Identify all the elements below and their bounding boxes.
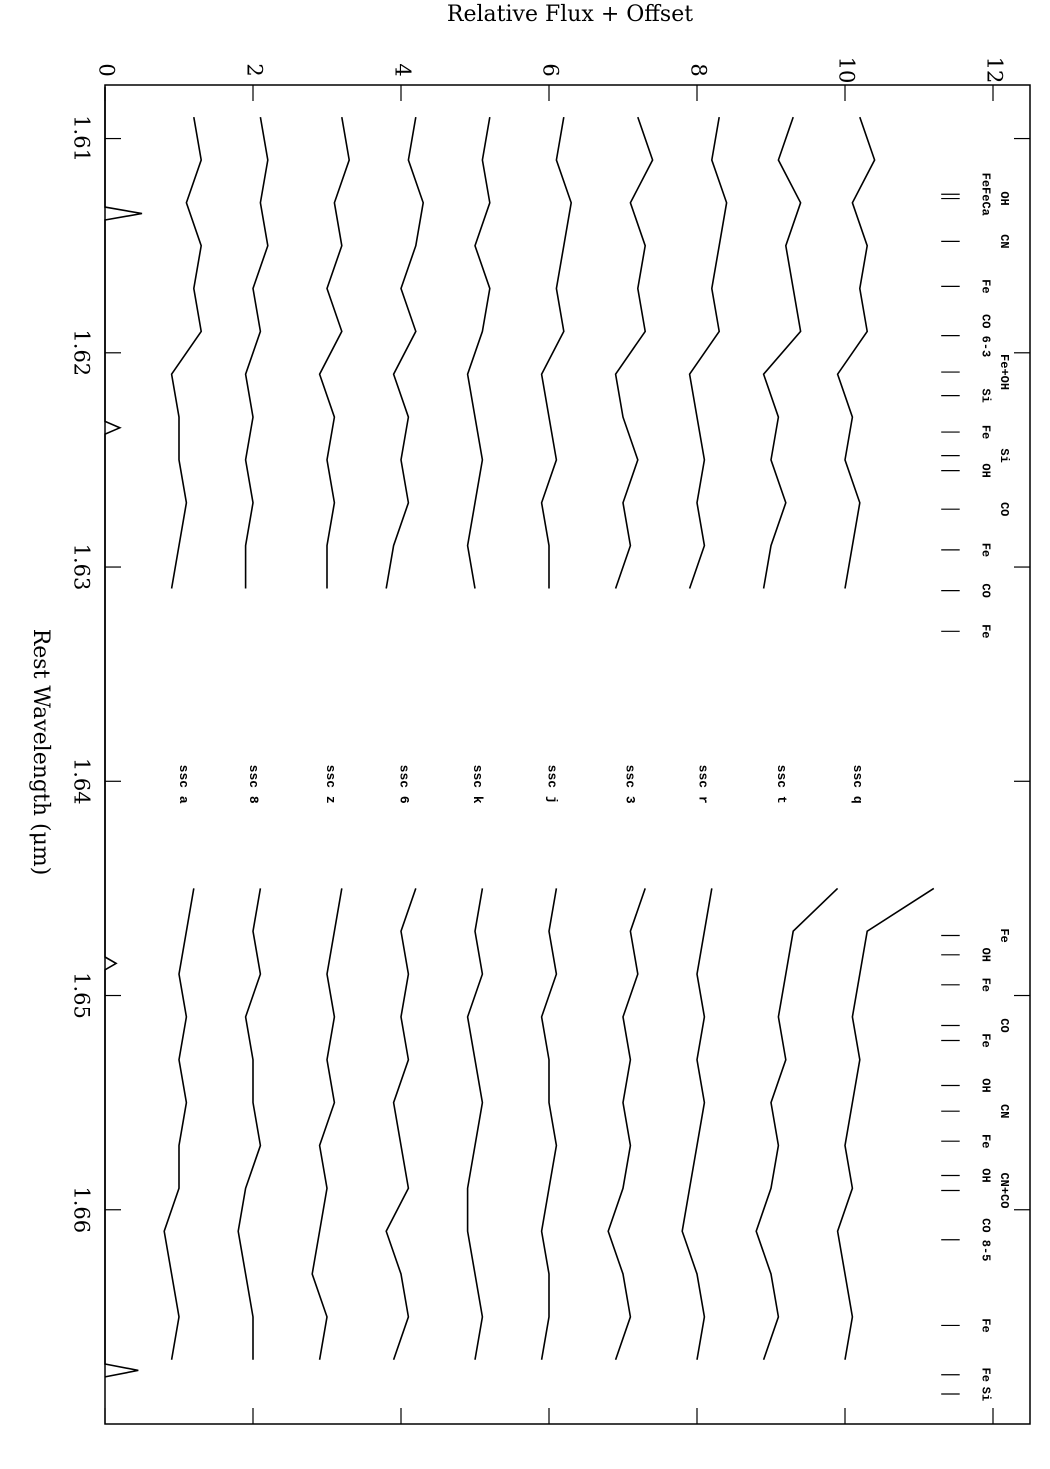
line-id-label: Si	[978, 1387, 992, 1401]
series-label: ssc k	[470, 765, 485, 804]
y-tick-label: 10	[835, 57, 859, 84]
x-tick-label: 1.66	[70, 1186, 94, 1233]
line-id-label: OH	[978, 948, 992, 962]
spectrum-line	[385, 116, 425, 1360]
y-tick-label: 12	[983, 57, 1007, 84]
spectrum-line	[104, 87, 143, 1378]
line-id-label: CO 6-3	[978, 314, 992, 357]
series-label: ssc j	[545, 765, 560, 804]
line-id-label: CO	[997, 502, 1011, 516]
line-id-label: OH	[997, 191, 1011, 205]
spectrum-line	[607, 116, 654, 1360]
line-id-label: CN	[997, 1104, 1011, 1118]
line-id-label: Fe	[978, 1134, 992, 1148]
line-id-label: OH	[978, 1168, 992, 1182]
spectrum-line	[681, 116, 728, 1360]
spectrum-line	[540, 116, 573, 1360]
spectrum-line	[311, 116, 351, 1360]
line-id-label: OH	[978, 1078, 992, 1092]
series-label: ssc 6	[397, 765, 412, 804]
line-id-label: Fe+OH	[997, 354, 1011, 390]
line-id-label: Si	[997, 448, 1011, 462]
series-label: ssc 3	[622, 765, 637, 804]
x-tick-label: 1.63	[70, 544, 94, 591]
series-label: ssc r	[696, 765, 711, 804]
series-label: ssc a	[176, 765, 191, 804]
x-tick-label: 1.61	[70, 115, 94, 162]
spectrum-line	[836, 116, 935, 1360]
spectrum-line	[163, 116, 203, 1360]
line-id-label: Fe	[978, 543, 992, 557]
line-id-label: Fe	[978, 1033, 992, 1047]
value-axis-title: Relative Flux + Offset	[447, 2, 693, 27]
wavelength-axis-title: Rest Wavelength (μm)	[28, 629, 53, 876]
y-tick-label: 4	[391, 63, 415, 76]
y-tick-label: 2	[243, 63, 267, 76]
line-id-label: Fe	[978, 279, 992, 293]
y-tick-label: 0	[95, 63, 119, 76]
series-label: ssc z	[323, 765, 338, 804]
line-id-label: CO	[997, 1018, 1011, 1032]
line-id-label: Fe	[997, 928, 1011, 942]
x-tick-label: 1.64	[70, 758, 94, 805]
y-tick-label: 8	[687, 63, 711, 76]
line-id-label: Fe	[978, 1368, 992, 1382]
line-id-label: CO	[978, 583, 992, 597]
line-id-label: Fe	[978, 978, 992, 992]
series-label: ssc q	[850, 765, 865, 804]
series-label: ssc 8	[246, 765, 261, 804]
line-id-label: Fe	[978, 1318, 992, 1332]
x-tick-label: 1.62	[70, 329, 94, 376]
line-id-label: CO 8-5	[978, 1218, 992, 1261]
x-tick-label: 1.65	[70, 972, 94, 1019]
line-id-label: FeFeCa	[978, 173, 992, 216]
plot-frame	[104, 84, 1031, 1425]
spectrum-line	[237, 116, 269, 1360]
line-id-label: CN+CO	[997, 1172, 1011, 1208]
line-id-label: Fe	[978, 624, 992, 638]
spectrum-line	[466, 116, 491, 1360]
line-id-label: CN	[997, 234, 1011, 248]
line-id-label: Fe	[978, 425, 992, 439]
line-id-label: Si	[978, 388, 992, 402]
spectrum-line	[755, 116, 839, 1360]
series-label: ssc t	[774, 765, 789, 804]
line-id-label: OH	[978, 463, 992, 477]
y-tick-label: 6	[539, 63, 563, 76]
